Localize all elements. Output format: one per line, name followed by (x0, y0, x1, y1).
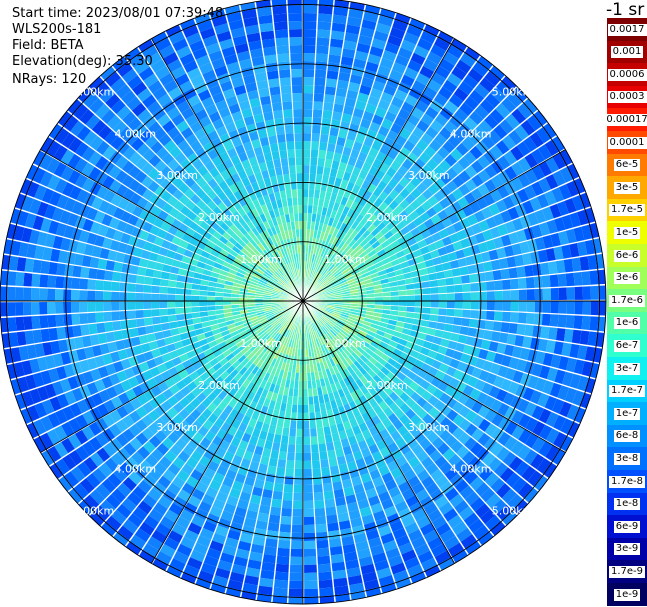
colorbar-tick-label: 3e-7 (613, 362, 641, 375)
colorbar-swatch: 3e-9 (607, 537, 647, 561)
colorbar-tick-label: 1.7e-6 (608, 294, 646, 307)
colorbar-tick-label: 1e-6 (613, 317, 641, 330)
colorbar-swatch: 0.0017 (607, 18, 647, 42)
colorbar-swatch: 6e-7 (607, 334, 647, 358)
colorbar-swatch: 0.0001 (607, 131, 647, 155)
range-ring-label: 4.00km (450, 127, 492, 140)
colorbar-swatch: 1e-8 (607, 492, 647, 516)
field-label: Field: BETA (12, 38, 84, 53)
range-ring-label: 5.00km (492, 505, 534, 518)
colorbar-tick-label: 3e-9 (613, 543, 641, 556)
range-ring-label: 5.00km (73, 85, 115, 98)
range-ring-label: 5.00km (73, 505, 115, 518)
range-ring-label: 2.00km (198, 379, 240, 392)
colorbar-swatch: 6e-8 (607, 424, 647, 448)
colorbar-tick-label: 1e-5 (613, 226, 641, 239)
colorbar-swatch: 1.7e-6 (607, 289, 647, 313)
azimuth-spokes (0, 0, 606, 604)
colorbar-swatch: 1e-5 (607, 221, 647, 245)
range-ring-label: 1.00km (240, 253, 282, 266)
colorbar-tick-label: 6e-5 (613, 159, 641, 172)
range-ring-label: 4.00km (115, 463, 157, 476)
colorbar-title: -1 sr (606, 0, 645, 20)
colorbar-swatch: 1.7e-7 (607, 379, 647, 403)
colorbar-tick-label: 1.7e-7 (608, 385, 646, 398)
range-ring-label: 4.00km (115, 127, 157, 140)
colorbar-swatch: 0.00017 (604, 108, 647, 132)
colorbar-tick-label: 0.0017 (607, 23, 647, 36)
colorbar-tick-label: 6e-8 (613, 430, 641, 443)
range-ring-label: 3.00km (408, 421, 450, 434)
colorbar-tick-label: 1.7e-9 (608, 565, 646, 578)
range-ring-label: 1.00km (240, 337, 282, 350)
colorbar-tick-label: 6e-6 (613, 249, 641, 262)
instrument-label: WLS200s-181 (12, 22, 102, 37)
range-ring-label: 1.00km (324, 337, 366, 350)
colorbar-swatch: 0.001 (607, 40, 647, 64)
colorbar-tick-label: 0.0006 (607, 68, 647, 81)
colorbar-tick-label: 0.00017 (604, 113, 647, 126)
colorbar-swatch: 6e-9 (607, 515, 647, 539)
colorbar-swatch: 1e-9 (607, 583, 647, 607)
colorbar-swatch: 3e-8 (607, 447, 647, 471)
colorbar-tick-label: 1e-7 (613, 407, 641, 420)
colorbar-tick-label: 6e-9 (613, 520, 641, 533)
colorbar-tick-label: 3e-6 (613, 272, 641, 285)
range-ring-label: 3.00km (156, 169, 198, 182)
range-ring-label: 3.00km (156, 421, 198, 434)
colorbar-tick-label: 0.0003 (607, 91, 647, 104)
colorbar-swatch: 1e-7 (607, 402, 647, 426)
colorbar-tick-label: 0.001 (610, 46, 644, 59)
colorbar-tick-label: 3e-8 (613, 452, 641, 465)
range-ring-label: 1.00km (324, 253, 366, 266)
colorbar-swatch: 3e-7 (607, 357, 647, 381)
colorbar-swatch: 6e-5 (607, 153, 647, 177)
colorbar-tick-label: 3e-5 (613, 181, 641, 194)
colorbar-swatch: 1.7e-9 (607, 560, 647, 584)
colorbar-swatch: 3e-5 (607, 176, 647, 200)
nrays-label: NRays: 120 (12, 72, 87, 87)
colorbar-swatch: 6e-6 (607, 244, 647, 268)
range-ring-label: 4.00km (450, 463, 492, 476)
colorbar-tick-label: 1.7e-8 (608, 475, 646, 488)
range-ring-label: 2.00km (366, 211, 408, 224)
colorbar-tick-label: 0.0001 (607, 136, 647, 149)
colorbar-swatch: 3e-6 (607, 266, 647, 290)
start-time-label: Start time: 2023/08/01 07:39:48 (12, 6, 224, 21)
elevation-label: Elevation(deg): 35.30 (12, 54, 153, 69)
colorbar-swatch: 0.0003 (607, 85, 647, 109)
colorbar-tick-label: 1e-9 (613, 588, 641, 601)
range-ring-label: 3.00km (408, 169, 450, 182)
colorbar-swatch: 1.7e-5 (607, 198, 647, 222)
range-ring-label: 2.00km (198, 211, 240, 224)
colorbar-swatch: 1e-6 (607, 311, 647, 335)
range-ring-label: 5.00km (492, 85, 534, 98)
colorbar-tick-label: 6e-7 (613, 339, 641, 352)
colorbar-swatch: 1.7e-8 (607, 470, 647, 494)
range-ring-label: 2.00km (366, 379, 408, 392)
colorbar-tick-label: 1e-8 (613, 498, 641, 511)
colorbar-swatch: 0.0006 (607, 63, 647, 87)
colorbar-tick-label: 1.7e-5 (608, 204, 646, 217)
